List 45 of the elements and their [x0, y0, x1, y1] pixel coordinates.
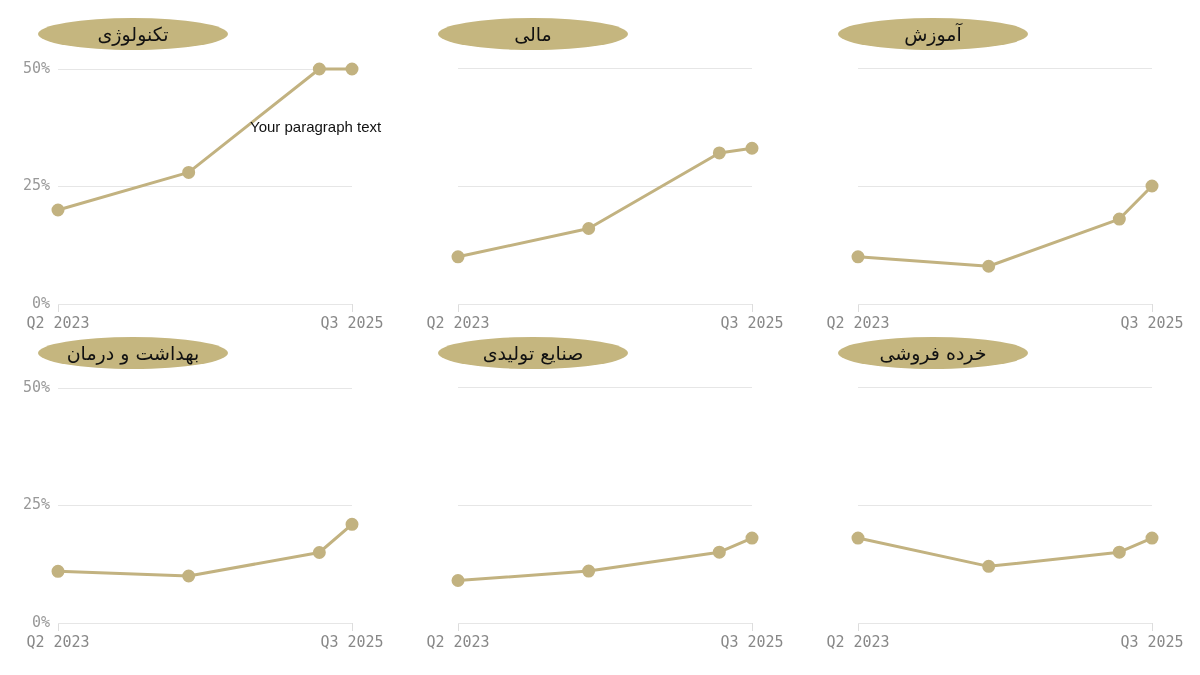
y-tick-label: 0%	[31, 612, 50, 631]
chart-title: بهداشت و درمان	[38, 337, 228, 369]
point	[51, 203, 65, 217]
point	[745, 141, 759, 155]
y-tick-label: 25%	[22, 176, 50, 195]
x-tick-label: Q2 2023	[826, 632, 890, 651]
x-tick-label: Q2 2023	[826, 313, 890, 332]
point	[51, 564, 65, 578]
x-tick-label: Q3 2025	[1120, 313, 1184, 332]
point	[182, 569, 196, 583]
point	[312, 546, 326, 559]
annotation: Your paragraph text	[250, 118, 382, 135]
y-tick-label: 50%	[22, 377, 50, 396]
point	[712, 545, 726, 559]
point	[451, 574, 465, 588]
x-tick-label: Q3 2025	[720, 313, 784, 332]
x-tick-label: Q2 2023	[26, 313, 90, 332]
x-tick-label: Q3 2025	[1120, 632, 1184, 651]
point	[1145, 179, 1159, 193]
x-tick-label: Q3 2025	[320, 632, 384, 651]
point	[182, 165, 196, 179]
point	[745, 531, 759, 545]
point	[582, 221, 596, 235]
point	[451, 250, 465, 264]
x-tick-label: Q3 2025	[320, 313, 384, 332]
chart-title: خرده فروشی	[838, 337, 1028, 369]
point	[582, 564, 596, 578]
chart-title: آموزش	[838, 18, 1028, 50]
point	[851, 250, 865, 264]
chart-title: تکنولوژی	[38, 18, 228, 50]
x-tick-label: Q2 2023	[426, 632, 490, 651]
y-tick-label: 50%	[22, 58, 50, 77]
point	[1112, 212, 1126, 226]
point	[345, 517, 359, 531]
y-tick-label: 0%	[31, 293, 50, 312]
point	[982, 259, 996, 273]
y-tick-label: 25%	[22, 495, 50, 514]
chart-title: صنایع تولیدی	[438, 337, 628, 369]
x-tick-label: Q3 2025	[720, 632, 784, 651]
chart-title: مالی	[438, 18, 628, 50]
point	[712, 146, 726, 160]
x-tick-label: Q2 2023	[426, 313, 490, 332]
x-tick-label: Q2 2023	[26, 632, 90, 651]
point	[312, 62, 326, 76]
point	[345, 62, 359, 76]
